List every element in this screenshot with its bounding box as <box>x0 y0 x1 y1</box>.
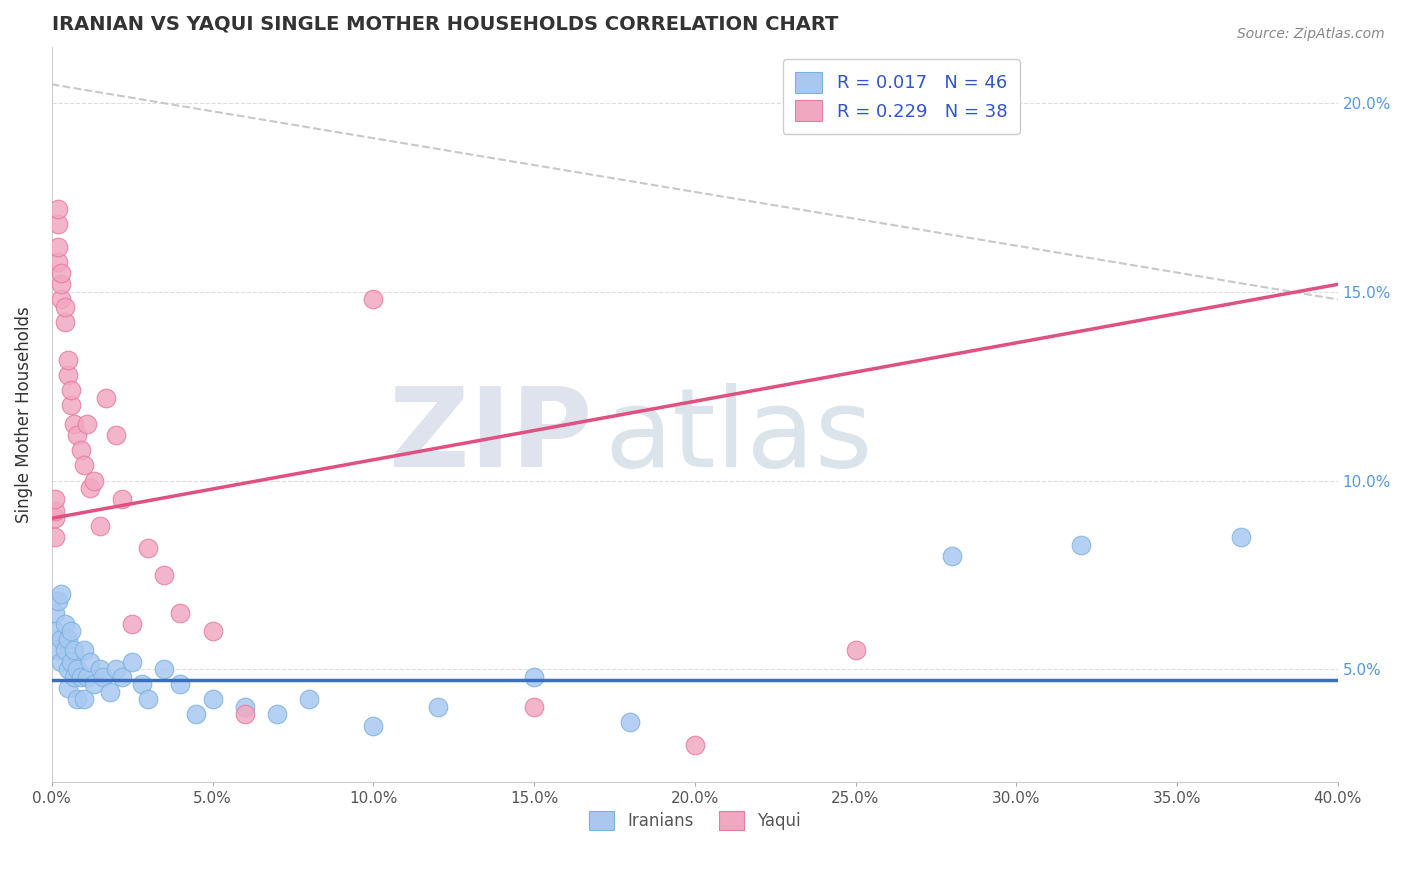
Point <box>60 655 83 669</box>
Point <box>89 518 111 533</box>
Point <box>56 368 79 382</box>
Point <box>153 662 176 676</box>
Point <box>105 428 128 442</box>
Point <box>186 707 208 722</box>
Point <box>619 714 641 729</box>
Point <box>98 685 121 699</box>
Point <box>1070 538 1092 552</box>
Point <box>121 655 143 669</box>
Point <box>51 277 73 292</box>
Point <box>683 738 706 752</box>
Point <box>298 692 321 706</box>
Point <box>76 670 98 684</box>
Point <box>66 662 89 676</box>
Point <box>111 492 134 507</box>
Point <box>63 670 86 684</box>
Point <box>131 677 153 691</box>
Point <box>51 632 73 646</box>
Point <box>53 300 76 314</box>
Point <box>53 616 76 631</box>
Point <box>941 549 963 563</box>
Point <box>51 266 73 280</box>
Point <box>96 391 118 405</box>
Point <box>46 643 69 657</box>
Point <box>69 670 91 684</box>
Point <box>46 217 69 231</box>
Point <box>73 458 96 473</box>
Point <box>121 616 143 631</box>
Point <box>201 624 224 639</box>
Point <box>56 681 79 695</box>
Point <box>79 481 101 495</box>
Point <box>1230 530 1253 544</box>
Point <box>69 443 91 458</box>
Point <box>63 643 86 657</box>
Text: ZIP: ZIP <box>388 383 592 490</box>
Point <box>44 606 66 620</box>
Point <box>44 492 66 507</box>
Point <box>523 699 546 714</box>
Point <box>83 677 105 691</box>
Point <box>51 655 73 669</box>
Point <box>51 587 73 601</box>
Point <box>426 699 449 714</box>
Point <box>201 692 224 706</box>
Point <box>56 662 79 676</box>
Legend: Iranians, Yaqui: Iranians, Yaqui <box>582 804 807 837</box>
Point <box>233 707 256 722</box>
Point <box>46 202 69 216</box>
Point <box>79 655 101 669</box>
Point <box>44 511 66 525</box>
Point <box>266 707 288 722</box>
Point <box>60 383 83 397</box>
Point <box>76 417 98 431</box>
Point <box>844 643 866 657</box>
Point <box>66 692 89 706</box>
Point <box>66 428 89 442</box>
Point <box>53 315 76 329</box>
Point <box>523 670 546 684</box>
Text: atlas: atlas <box>605 383 873 490</box>
Point <box>153 567 176 582</box>
Point <box>111 670 134 684</box>
Point <box>91 670 114 684</box>
Point <box>53 643 76 657</box>
Point <box>44 624 66 639</box>
Point <box>361 293 384 307</box>
Point <box>361 719 384 733</box>
Point <box>73 643 96 657</box>
Text: Source: ZipAtlas.com: Source: ZipAtlas.com <box>1237 27 1385 41</box>
Point <box>63 417 86 431</box>
Point <box>169 606 191 620</box>
Y-axis label: Single Mother Households: Single Mother Households <box>15 306 32 523</box>
Point <box>136 541 159 556</box>
Point <box>89 662 111 676</box>
Point <box>56 352 79 367</box>
Point <box>73 692 96 706</box>
Point <box>169 677 191 691</box>
Point <box>56 632 79 646</box>
Point <box>60 624 83 639</box>
Point <box>83 474 105 488</box>
Text: IRANIAN VS YAQUI SINGLE MOTHER HOUSEHOLDS CORRELATION CHART: IRANIAN VS YAQUI SINGLE MOTHER HOUSEHOLD… <box>52 15 838 34</box>
Point <box>46 239 69 253</box>
Point <box>233 699 256 714</box>
Point <box>136 692 159 706</box>
Point <box>46 594 69 608</box>
Point <box>60 398 83 412</box>
Point <box>44 504 66 518</box>
Point <box>51 293 73 307</box>
Point <box>46 254 69 268</box>
Point <box>105 662 128 676</box>
Point <box>44 530 66 544</box>
